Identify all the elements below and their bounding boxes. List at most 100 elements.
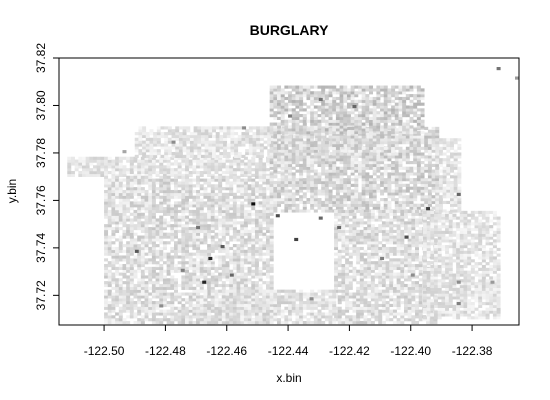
heatmap-cell: [427, 169, 432, 173]
heatmap-cell: [140, 255, 145, 259]
heatmap-cell: [185, 178, 190, 182]
heatmap-cell: [251, 238, 256, 242]
heatmap-cell: [129, 212, 134, 216]
heatmap-cell: [324, 178, 329, 182]
heatmap-cell: [107, 218, 112, 222]
heatmap-cell: [350, 149, 355, 153]
heatmap-cell: [214, 175, 219, 179]
heatmap-cell: [350, 183, 355, 187]
heatmap-cell: [155, 170, 160, 175]
heatmap-cell: [266, 266, 270, 270]
heatmap-cell: [416, 169, 421, 173]
heatmap-cell: [280, 180, 285, 185]
heatmap-cell: [369, 128, 374, 132]
heatmap-cell: [365, 172, 370, 176]
heatmap-cell: [159, 195, 164, 199]
heatmap-cell: [192, 235, 197, 239]
heatmap-cell: [359, 264, 364, 268]
heatmap-cell: [229, 269, 234, 273]
heatmap-cell: [156, 137, 161, 141]
heatmap-cell: [229, 281, 234, 285]
heatmap-cell: [182, 154, 187, 158]
heatmap-cell: [409, 94, 414, 98]
heatmap-cell: [137, 261, 142, 265]
heatmap-cell: [321, 102, 326, 106]
heatmap-cell: [263, 134, 268, 139]
heatmap-cell: [122, 195, 127, 199]
heatmap-cell: [365, 192, 370, 196]
heatmap-cell: [107, 241, 112, 245]
heatmap-cell: [295, 209, 300, 213]
heatmap-cell: [67, 156, 72, 160]
heatmap-cell: [405, 189, 410, 193]
heatmap-cell: [354, 192, 359, 196]
heatmap-cell: [243, 286, 248, 290]
heatmap-cell: [129, 201, 134, 205]
heatmap-cell: [214, 232, 219, 236]
heatmap-cell: [210, 264, 215, 268]
heatmap-cell: [166, 224, 171, 228]
heatmap-cell: [162, 207, 167, 211]
heatmap-cell: [256, 132, 261, 136]
heatmap-cell: [358, 114, 362, 118]
heatmap-cell: [208, 143, 213, 147]
heatmap-cell: [277, 131, 282, 135]
heatmap-cell: [192, 309, 197, 313]
heatmap-cell: [273, 198, 278, 202]
heatmap-cell: [269, 108, 274, 112]
heatmap-cell: [350, 200, 355, 205]
heatmap-cell: [185, 175, 190, 179]
heatmap-cell: [361, 198, 366, 202]
heatmap-cell: [151, 241, 156, 245]
heatmap-cell: [214, 221, 219, 225]
heatmap-cell: [291, 149, 296, 153]
heatmap-cell: [221, 175, 226, 179]
heatmap-cell: [387, 163, 392, 167]
heatmap-cell: [335, 189, 340, 193]
heatmap-cell: [339, 108, 344, 112]
heatmap-cell: [269, 212, 274, 216]
heatmap-cell: [229, 181, 234, 185]
heatmap-cell: [313, 116, 318, 121]
heatmap-cell: [405, 158, 410, 162]
heatmap-cell: [200, 149, 205, 153]
heatmap-cell: [258, 258, 263, 262]
heatmap-cell: [262, 281, 267, 285]
heatmap-cell: [387, 91, 392, 95]
heatmap-cell: [259, 137, 264, 141]
heatmap-cell: [324, 189, 329, 193]
heatmap-cell: [295, 189, 300, 193]
heatmap-cell: [107, 209, 112, 214]
heatmap-cell: [218, 266, 223, 270]
heatmap-cell: [358, 152, 362, 156]
heatmap-cell: [115, 187, 120, 191]
heatmap-cell: [214, 278, 219, 282]
heatmap-cell: [177, 168, 182, 172]
heatmap-cell: [416, 189, 421, 193]
heatmap-cell: [317, 192, 322, 196]
heatmap-cell: [363, 272, 368, 276]
heatmap-cell: [256, 129, 261, 133]
heatmap-cell: [341, 309, 346, 313]
heatmap-cell: [366, 132, 371, 136]
heatmap-cell: [192, 269, 197, 273]
heatmap-cell: [232, 175, 237, 179]
heatmap-cell: [210, 249, 215, 253]
heatmap-cell: [277, 91, 282, 95]
heatmap-cell: [96, 159, 101, 163]
heatmap-cell: [310, 166, 315, 170]
heatmap-cell: [159, 224, 164, 228]
heatmap-cell: [376, 189, 381, 193]
heatmap-cell: [221, 187, 226, 191]
heatmap-cell: [225, 244, 230, 248]
heatmap-cell: [302, 166, 307, 170]
heatmap-cell: [137, 165, 142, 169]
heatmap-cell: [372, 99, 377, 103]
heatmap-cell: [416, 108, 421, 112]
heatmap-cell: [332, 178, 337, 182]
heatmap-cell: [398, 96, 403, 101]
heatmap-cell: [207, 173, 212, 177]
heatmap-cell: [207, 292, 212, 296]
heatmap-cell: [405, 178, 410, 182]
heatmap-cell: [145, 154, 150, 158]
